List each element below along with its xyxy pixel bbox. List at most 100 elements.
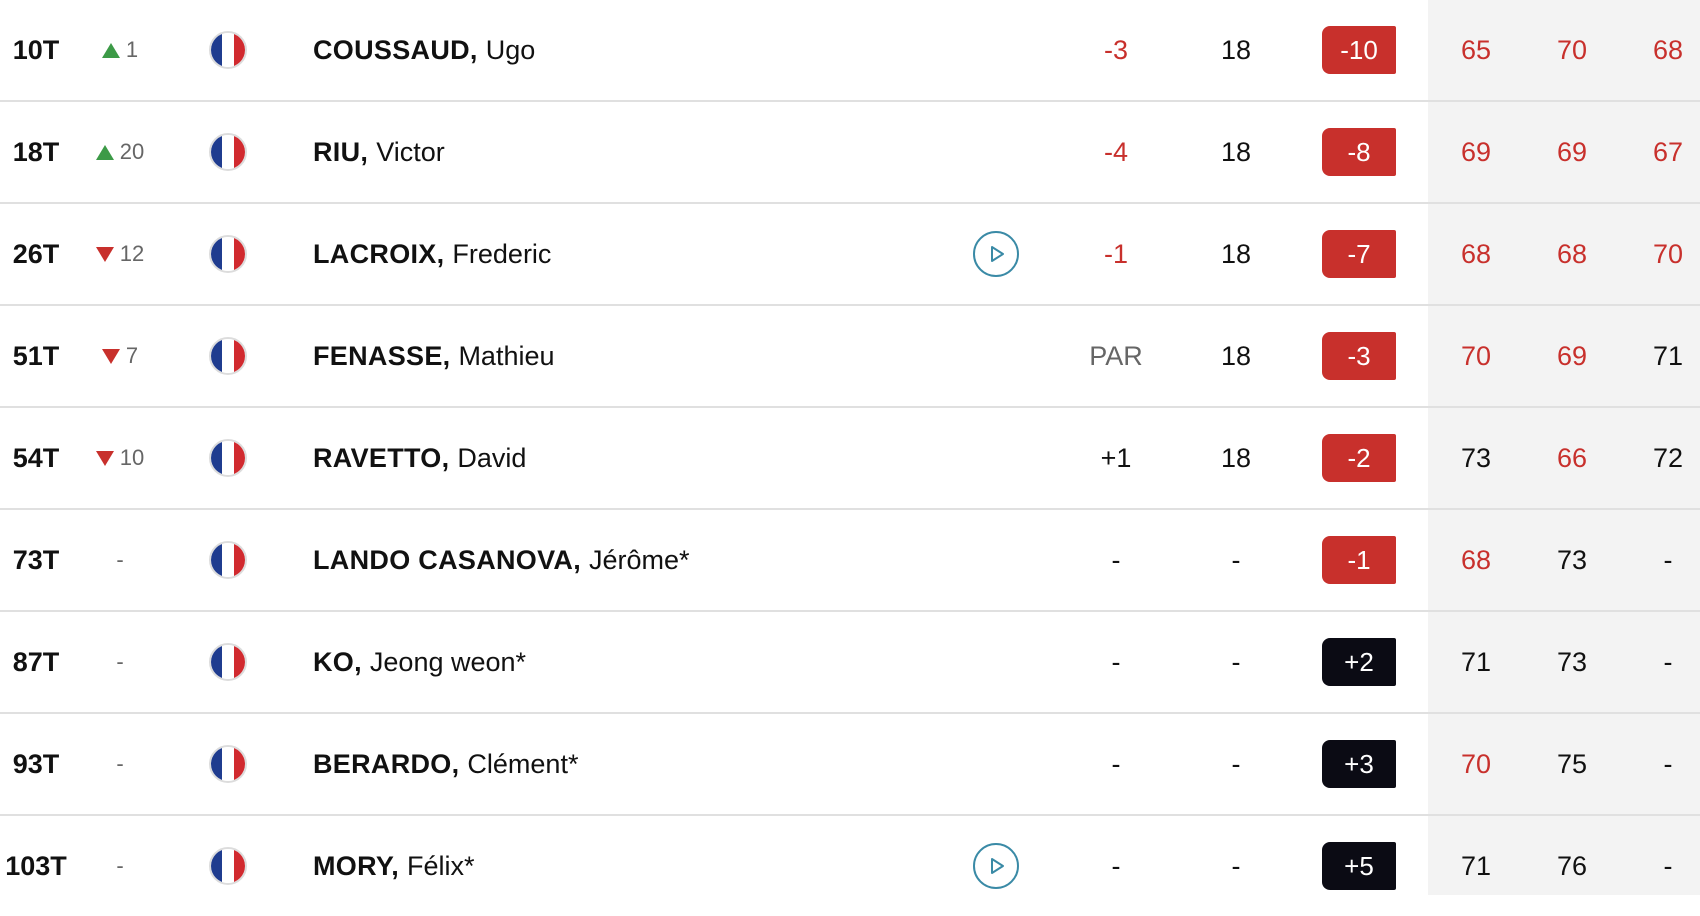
player-given-name[interactable]: Victor <box>376 136 445 167</box>
holes-thru: - <box>1231 646 1241 677</box>
position-movement: 20 <box>88 102 152 202</box>
total-score-pill: +2 <box>1322 638 1396 686</box>
total-score: -8 <box>1322 102 1396 202</box>
leaderboard-row[interactable]: 10T 1 COUSSAUD, Ugo -3 18 -10 65 70 68 <box>0 0 1700 102</box>
player-name[interactable]: BERARDO, Clément* <box>313 714 933 814</box>
france-flag-icon <box>209 439 247 477</box>
position: 103T <box>5 850 67 881</box>
player-surname[interactable]: RIU, <box>313 136 369 167</box>
leaderboard-row[interactable]: 73T - LANDO CASANOVA, Jérôme* - - -1 68 … <box>0 510 1700 612</box>
round-2-score: 66 <box>1556 442 1588 473</box>
france-flag-icon <box>209 133 247 171</box>
round-3-score: - <box>1663 748 1673 779</box>
video-cell <box>970 204 1022 304</box>
leaderboard-row[interactable]: 18T 20 RIU, Victor -4 18 -8 69 69 67 <box>0 102 1700 204</box>
player-name[interactable]: MORY, Félix* <box>313 816 933 916</box>
player-given-name[interactable]: Félix* <box>407 850 475 881</box>
player-surname[interactable]: LACROIX, <box>313 238 445 269</box>
player-name[interactable]: RAVETTO, David <box>313 408 933 508</box>
arrow-down-icon <box>101 348 120 364</box>
movement-value: 20 <box>119 139 145 164</box>
position: 87T <box>12 646 60 677</box>
movement-value: 10 <box>119 445 145 470</box>
total-score: +3 <box>1322 714 1396 814</box>
round-3-score: - <box>1663 646 1673 677</box>
player-given-name[interactable]: Jérôme* <box>589 544 690 575</box>
play-video-button[interactable] <box>973 231 1019 277</box>
round-2-score: 73 <box>1556 544 1588 575</box>
position: 73T <box>12 544 60 575</box>
leaderboard-row[interactable]: 87T - KO, Jeong weon* - - +2 71 73 - <box>0 612 1700 714</box>
player-surname[interactable]: RAVETTO, <box>313 442 450 473</box>
movement-value: - <box>116 751 124 776</box>
video-cell <box>970 102 1022 202</box>
player-given-name[interactable]: Clément* <box>467 748 579 779</box>
position-movement: 12 <box>88 204 152 304</box>
player-name[interactable]: LANDO CASANOVA, Jérôme* <box>313 510 933 610</box>
player-surname[interactable]: MORY, <box>313 850 400 881</box>
total-score: -10 <box>1322 0 1396 100</box>
holes-thru: 18 <box>1220 34 1252 65</box>
round-3-score: 67 <box>1652 136 1684 167</box>
round-3-score: 68 <box>1652 34 1684 65</box>
round-3-score: 72 <box>1652 442 1684 473</box>
round-1-score: 65 <box>1460 34 1492 65</box>
play-video-button[interactable] <box>973 843 1019 889</box>
total-score: -2 <box>1322 408 1396 508</box>
total-score: -3 <box>1322 306 1396 406</box>
round-1-score: 68 <box>1460 544 1492 575</box>
round-3-score: - <box>1663 850 1673 881</box>
leaderboard-row[interactable]: 103T - MORY, Félix* - - +5 71 76 - <box>0 816 1700 916</box>
position-movement: - <box>88 816 152 916</box>
total-score: -7 <box>1322 204 1396 304</box>
total-score-pill: +3 <box>1322 740 1396 788</box>
player-given-name[interactable]: Jeong weon* <box>369 646 527 677</box>
position: 51T <box>12 340 60 371</box>
player-name[interactable]: COUSSAUD, Ugo <box>313 0 933 100</box>
total-score: +5 <box>1322 816 1396 916</box>
round-2-score: 76 <box>1556 850 1588 881</box>
round-1-score: 71 <box>1460 646 1492 677</box>
position-movement: - <box>88 510 152 610</box>
round-2-score: 69 <box>1556 136 1588 167</box>
player-surname[interactable]: COUSSAUD, <box>313 34 478 65</box>
position: 10T <box>12 34 60 65</box>
leaderboard-row[interactable]: 26T 12 LACROIX, Frederic -1 18 -7 68 68 … <box>0 204 1700 306</box>
player-name[interactable]: RIU, Victor <box>313 102 933 202</box>
movement-value: 12 <box>119 241 145 266</box>
player-given-name[interactable]: Mathieu <box>458 340 555 371</box>
player-given-name[interactable]: Frederic <box>452 238 552 269</box>
holes-thru: - <box>1231 748 1241 779</box>
leaderboard-row[interactable]: 54T 10 RAVETTO, David +1 18 -2 73 66 72 <box>0 408 1700 510</box>
country <box>206 0 250 100</box>
round-1-score: 70 <box>1460 748 1492 779</box>
france-flag-icon <box>209 643 247 681</box>
player-name[interactable]: KO, Jeong weon* <box>313 612 933 712</box>
leaderboard-row[interactable]: 93T - BERARDO, Clément* - - +3 70 75 - <box>0 714 1700 816</box>
total-score: +2 <box>1322 612 1396 712</box>
player-given-name[interactable]: David <box>457 442 527 473</box>
today-score: PAR <box>1089 340 1143 371</box>
france-flag-icon <box>209 235 247 273</box>
player-surname[interactable]: BERARDO, <box>313 748 460 779</box>
player-given-name[interactable]: Ugo <box>485 34 536 65</box>
leaderboard: 10T 1 COUSSAUD, Ugo -3 18 -10 65 70 68 1… <box>0 0 1700 895</box>
today-score: - <box>1111 850 1121 881</box>
arrow-down-icon <box>95 246 114 262</box>
today-score: -1 <box>1103 238 1128 269</box>
country <box>206 102 250 202</box>
player-name[interactable]: LACROIX, Frederic <box>313 204 933 304</box>
round-1-score: 70 <box>1460 340 1492 371</box>
player-surname[interactable]: FENASSE, <box>313 340 451 371</box>
player-surname[interactable]: LANDO CASANOVA, <box>313 544 582 575</box>
arrow-up-icon <box>101 42 120 58</box>
leaderboard-row[interactable]: 51T 7 FENASSE, Mathieu PAR 18 -3 70 69 7… <box>0 306 1700 408</box>
player-surname[interactable]: KO, <box>313 646 362 677</box>
video-cell <box>970 816 1022 916</box>
position-movement: 1 <box>88 0 152 100</box>
round-2-score: 75 <box>1556 748 1588 779</box>
round-3-score: 70 <box>1652 238 1684 269</box>
today-score: -4 <box>1103 136 1128 167</box>
total-score-pill: +5 <box>1322 842 1396 890</box>
player-name[interactable]: FENASSE, Mathieu <box>313 306 933 406</box>
